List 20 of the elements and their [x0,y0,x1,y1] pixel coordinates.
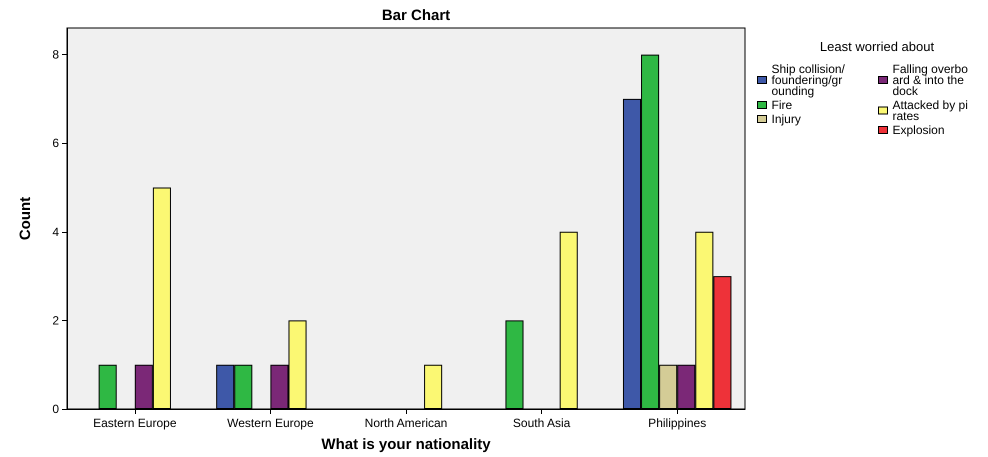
y-tick-label: 0 [52,402,60,416]
x-tick-label: Philippines [648,416,706,430]
chart-title: Bar Chart [382,7,450,24]
x-tick-label: Eastern Europe [93,416,177,430]
legend-label: Fire [772,98,792,112]
y-tick-label: 4 [52,224,60,239]
legend-label: Injury [772,112,801,126]
x-tick-label: South Asia [512,416,571,430]
legend-label: Ship collision/foundering/grounding [772,62,846,98]
x-tick-label: Western Europe [227,416,314,430]
y-tick-label: 2 [52,313,60,328]
legend-title: Least worried about [820,39,934,54]
legend-label: Attacked by pirates [892,98,968,123]
y-axis-title: Count [17,196,34,240]
y-tick-label: 8 [52,48,60,62]
legend-label: Falling overboard & into the dock [892,62,968,98]
x-tick-label: North American [364,416,448,430]
x-axis-title: What is your nationality [321,436,492,453]
y-tick-label: 6 [52,136,60,150]
legend-label: Explosion [892,123,945,137]
